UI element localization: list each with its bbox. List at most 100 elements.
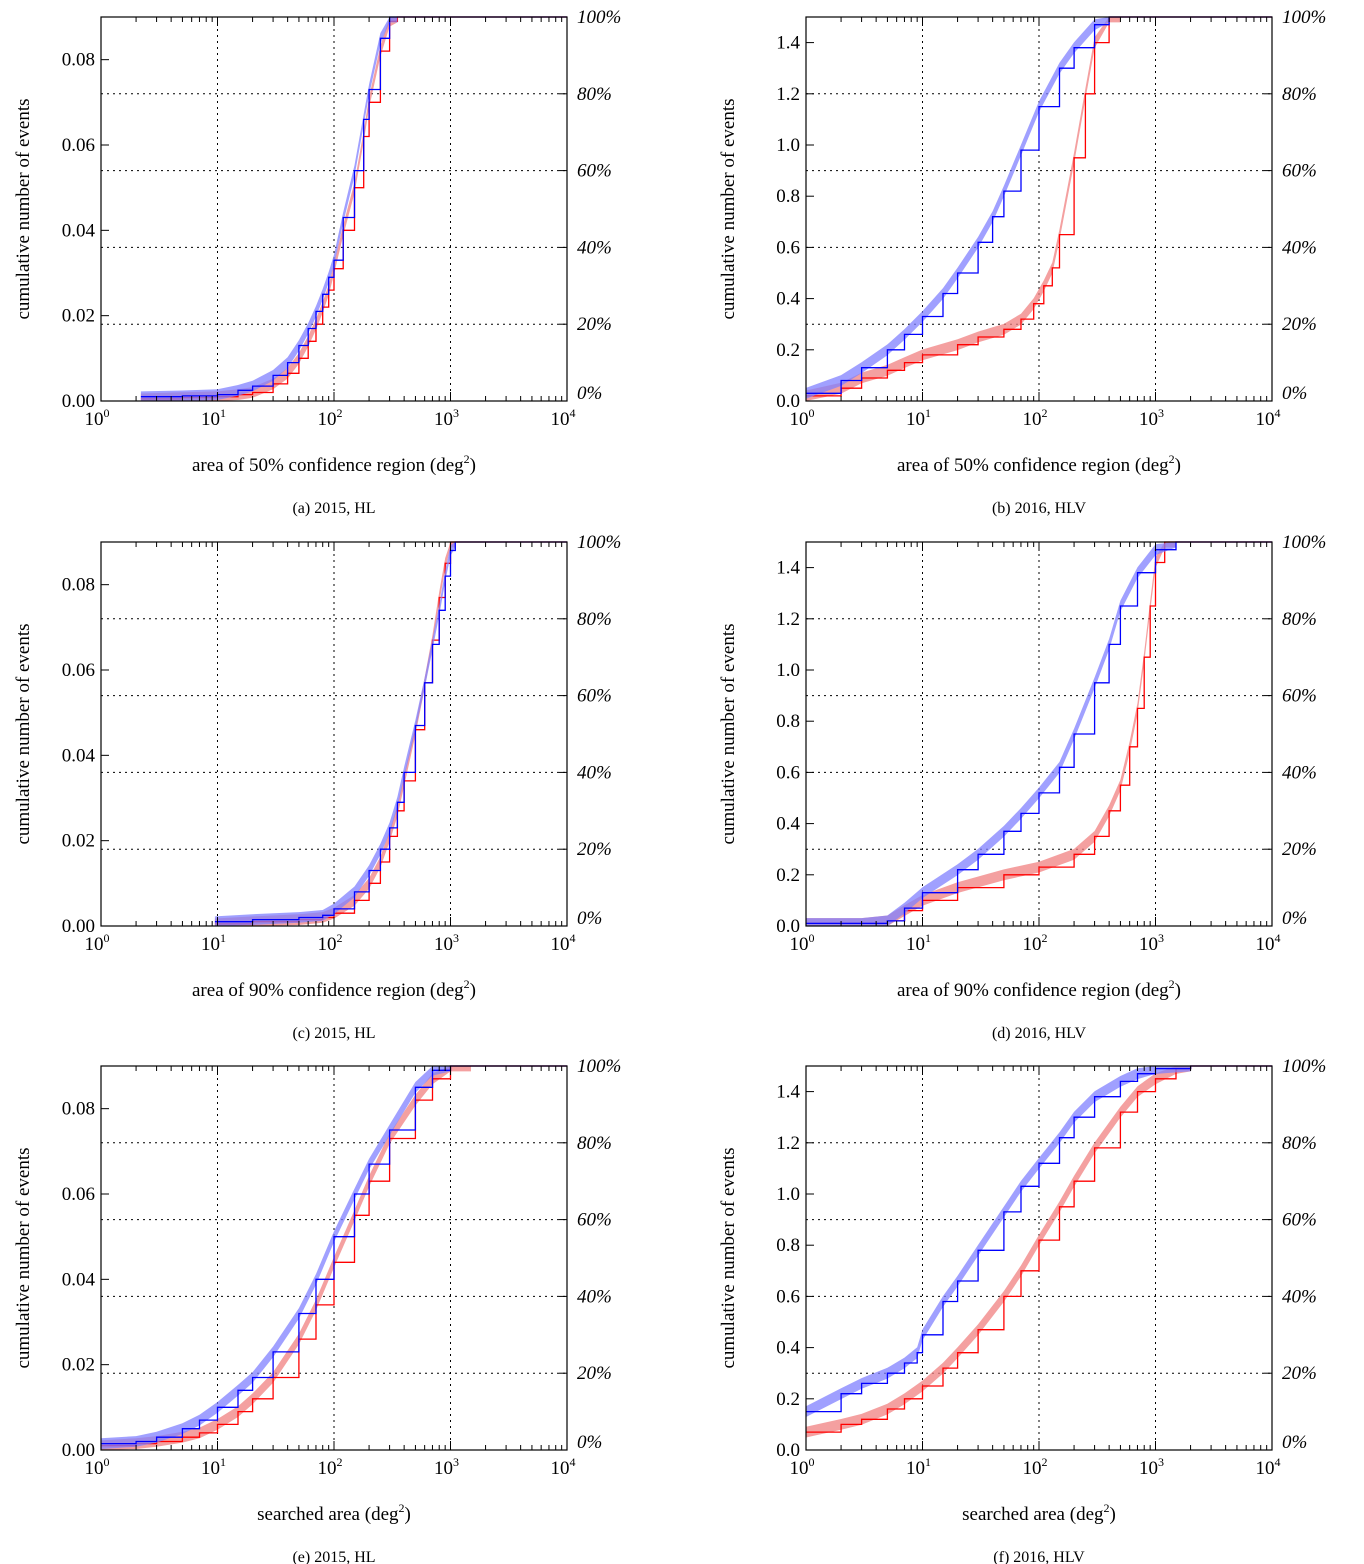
x-tick-label: 102 <box>318 1455 343 1479</box>
x-axis-label: area of 50% confidence region (deg2) <box>192 452 476 476</box>
right-tick-label: 80% <box>1282 609 1317 630</box>
right-tick-label: 40% <box>577 1286 612 1307</box>
x-axis-label: searched area (deg2) <box>962 1501 1116 1525</box>
x-tick-label: 102 <box>318 406 343 430</box>
x-tick-label: 101 <box>906 1455 931 1479</box>
right-tick-label: 20% <box>577 314 612 335</box>
right-tick-label: 40% <box>1282 237 1317 258</box>
y-tick-label: 0.6 <box>776 1286 800 1307</box>
y-tick-label: 0.8 <box>776 1235 800 1256</box>
y-tick-label: 0.0 <box>776 1440 800 1461</box>
x-tick-label: 104 <box>1256 931 1281 955</box>
x-tick-label: 102 <box>318 931 343 955</box>
chart-panel-4: 100 101 102 103 104 0.00 0.02 0.04 0.06 0.08 0% 20%… <box>13 1056 621 1564</box>
right-tick-label: 0% <box>577 383 602 404</box>
right-tick-label: 0% <box>577 1432 602 1453</box>
panel-caption: (e) 2015, HL <box>292 1549 375 1564</box>
right-tick-label: 0% <box>577 908 602 929</box>
right-tick-label: 20% <box>1282 839 1317 860</box>
y-tick-label: 1.4 <box>776 33 800 54</box>
x-tick-label: 100 <box>790 1455 815 1479</box>
right-tick-label: 100% <box>577 532 621 553</box>
right-tick-label: 20% <box>1282 314 1317 335</box>
right-tick-label: 0% <box>1282 908 1307 929</box>
right-tick-label: 80% <box>1282 84 1317 105</box>
y-tick-label: 0.00 <box>62 916 95 937</box>
x-tick-label: 100 <box>790 406 815 430</box>
right-tick-label: 40% <box>1282 1286 1317 1307</box>
right-tick-label: 80% <box>577 609 612 630</box>
panel-caption: (d) 2016, HLV <box>992 1025 1087 1042</box>
y-axis-label: cumulative number of events <box>13 1147 34 1368</box>
right-tick-label: 20% <box>1282 1363 1317 1384</box>
y-tick-label: 0.02 <box>62 831 95 852</box>
right-tick-label: 60% <box>577 161 612 182</box>
y-tick-label: 0.06 <box>62 1184 95 1205</box>
y-tick-label: 1.0 <box>776 660 800 681</box>
y-tick-label: 0.00 <box>62 1440 95 1461</box>
series-band-0 <box>806 542 1176 926</box>
x-tick-label: 104 <box>1256 1455 1281 1479</box>
x-tick-label: 101 <box>201 1455 226 1479</box>
x-axis-label: area of 90% confidence region (deg2) <box>897 977 1181 1001</box>
y-tick-label: 0.08 <box>62 575 95 596</box>
x-tick-label: 100 <box>85 1455 110 1479</box>
y-tick-label: 0.04 <box>62 745 96 766</box>
y-tick-label: 0.04 <box>62 1269 96 1290</box>
y-tick-label: 0.06 <box>62 135 95 156</box>
right-tick-label: 40% <box>1282 762 1317 783</box>
x-tick-label: 103 <box>1139 1455 1164 1479</box>
series-band-0 <box>214 542 456 926</box>
x-axis-label: area of 90% confidence region (deg2) <box>192 977 476 1001</box>
y-tick-label: 0.2 <box>776 340 800 361</box>
x-tick-label: 103 <box>434 1455 459 1479</box>
y-tick-label: 0.8 <box>776 711 800 732</box>
right-tick-label: 100% <box>1282 532 1326 553</box>
right-tick-label: 60% <box>577 686 612 707</box>
y-axis-label: cumulative number of events <box>13 98 34 319</box>
y-axis-label: cumulative number of events <box>13 623 34 844</box>
y-tick-label: 0.0 <box>776 916 800 937</box>
series-line-1 <box>806 1065 1272 1413</box>
panel-caption: (a) 2015, HL <box>292 500 375 517</box>
right-tick-label: 40% <box>577 237 612 258</box>
x-tick-label: 103 <box>434 931 459 955</box>
x-tick-label: 101 <box>906 406 931 430</box>
x-tick-label: 103 <box>1139 931 1164 955</box>
y-tick-label: 0.6 <box>776 762 800 783</box>
right-tick-label: 80% <box>1282 1133 1317 1154</box>
right-tick-label: 20% <box>577 839 612 860</box>
series-band-1 <box>214 542 456 926</box>
right-tick-label: 100% <box>577 1056 621 1077</box>
x-tick-label: 100 <box>790 931 815 955</box>
x-tick-label: 101 <box>906 931 931 955</box>
series-band-0 <box>101 1066 471 1450</box>
right-tick-label: 100% <box>1282 7 1326 28</box>
x-tick-label: 101 <box>201 931 226 955</box>
x-tick-label: 104 <box>551 1455 576 1479</box>
series-band-1 <box>140 17 398 401</box>
y-axis-label: cumulative number of events <box>718 98 739 319</box>
series-line-1 <box>140 16 567 398</box>
series-line-1 <box>214 541 567 923</box>
y-tick-label: 0.6 <box>776 237 800 258</box>
right-tick-label: 80% <box>577 84 612 105</box>
y-tick-label: 1.0 <box>776 135 800 156</box>
series-line-1 <box>806 16 1272 394</box>
series-line-0 <box>806 1065 1272 1433</box>
x-axis-label: searched area (deg2) <box>257 1501 411 1525</box>
chart-panel-5: 100 101 102 103 104 0.0 0.2 0.4 0.6 0.8 1.0 1.2 1.4 0… <box>718 1056 1326 1564</box>
right-tick-label: 20% <box>577 1363 612 1384</box>
series-line-0 <box>140 16 567 400</box>
x-axis-label: area of 50% confidence region (deg2) <box>897 452 1181 476</box>
y-tick-label: 1.2 <box>776 1133 800 1154</box>
y-tick-label: 0.4 <box>776 814 800 835</box>
right-tick-label: 60% <box>1282 161 1317 182</box>
y-tick-label: 1.0 <box>776 1184 800 1205</box>
y-tick-label: 0.00 <box>62 391 95 412</box>
right-tick-label: 40% <box>577 762 612 783</box>
right-tick-label: 0% <box>1282 1432 1307 1453</box>
series-band-0 <box>140 17 398 401</box>
x-tick-label: 103 <box>1139 406 1164 430</box>
